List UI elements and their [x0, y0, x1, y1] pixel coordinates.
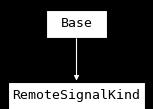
FancyBboxPatch shape: [46, 10, 107, 38]
FancyBboxPatch shape: [8, 82, 145, 109]
Text: Base: Base: [60, 17, 93, 31]
FancyArrowPatch shape: [75, 39, 78, 79]
Text: RemoteSignalKind: RemoteSignalKind: [13, 89, 140, 102]
